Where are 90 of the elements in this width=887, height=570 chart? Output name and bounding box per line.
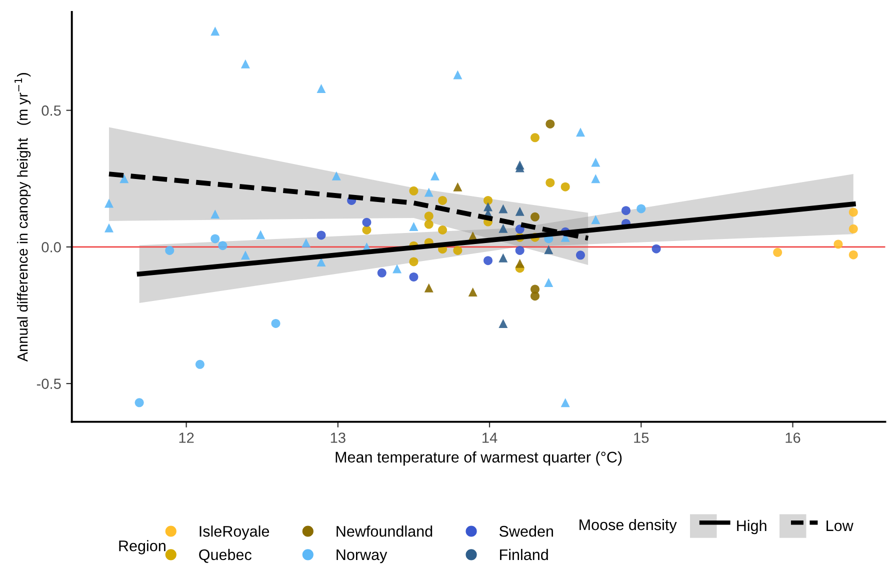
point: [362, 226, 372, 234]
point: [652, 244, 661, 254]
point: [468, 288, 478, 297]
x-tick-label: 15: [634, 432, 649, 443]
point: [636, 204, 646, 214]
point: [134, 398, 144, 408]
point: [210, 210, 220, 219]
point: [576, 250, 585, 260]
point: [271, 318, 280, 328]
point: [546, 119, 555, 128]
y-axis-title: Annual difference in canopy height (m yr$^{−1}$): [14, 73, 31, 362]
point: [530, 133, 540, 142]
point: [424, 220, 434, 229]
point: [424, 212, 434, 221]
legend-label: Norway: [336, 549, 388, 564]
point: [332, 171, 341, 180]
point: [424, 188, 434, 197]
point: [256, 230, 266, 240]
point: [240, 250, 250, 260]
point: [621, 206, 630, 216]
point: [104, 198, 114, 208]
point: [409, 222, 418, 231]
point: [560, 182, 570, 192]
point: [453, 70, 462, 80]
x-tick-label: 14: [482, 432, 498, 443]
point: [498, 224, 508, 233]
point: [498, 318, 508, 328]
point: [438, 196, 448, 205]
y-tick-label: -0.5: [36, 378, 61, 389]
point: [591, 158, 600, 167]
point: [530, 292, 540, 301]
point: [240, 59, 250, 68]
text: Region: [119, 540, 166, 554]
point: [576, 128, 585, 137]
legend-label: Newfoundland: [336, 526, 432, 537]
x-tick-label: 13: [330, 432, 346, 443]
point: [453, 246, 462, 255]
point: [104, 223, 114, 232]
point: [484, 256, 493, 266]
point: [392, 264, 402, 274]
y-tick-label: 0.5: [42, 105, 61, 116]
point: [409, 186, 418, 196]
legend-label: Quebec: [199, 548, 252, 563]
point: [773, 248, 782, 257]
legend-label: Sweden: [499, 526, 553, 537]
legend-label: IsleRoyale: [200, 526, 270, 540]
point: [195, 360, 204, 369]
point: [560, 398, 570, 408]
point: [530, 212, 540, 222]
y-tick-label: 0.0: [42, 242, 61, 252]
point: [515, 258, 524, 268]
point: [498, 204, 508, 214]
legend-label: Low: [826, 520, 854, 532]
point: [848, 208, 858, 217]
point: [424, 283, 434, 292]
x-tick-label: 12: [179, 432, 194, 443]
point: [302, 238, 311, 248]
text: Moose density: [580, 518, 677, 534]
point: [515, 163, 524, 172]
point: [484, 202, 493, 212]
point: [409, 272, 418, 282]
point: [484, 196, 493, 205]
point: [498, 253, 508, 262]
legend-label: High: [737, 520, 766, 534]
x-axis-title: Mean temperature of warmest quarter (°C): [336, 451, 622, 466]
point: [210, 26, 220, 36]
point: [377, 268, 386, 278]
point: [316, 230, 326, 240]
point: [591, 215, 600, 224]
point: [848, 224, 858, 234]
point: [430, 171, 440, 180]
point: [544, 278, 554, 287]
point: [515, 206, 524, 216]
legend-label: Finland: [500, 548, 548, 560]
point: [218, 241, 228, 250]
point: [515, 246, 524, 255]
point: [316, 84, 326, 93]
point: [591, 174, 600, 184]
point: [546, 178, 555, 188]
point: [848, 250, 858, 260]
point: [362, 218, 372, 227]
point: [120, 174, 129, 184]
point: [544, 245, 554, 254]
point: [834, 240, 843, 249]
point: [409, 257, 418, 266]
point: [438, 226, 448, 234]
x-tick-label: 16: [786, 432, 800, 443]
point: [453, 182, 462, 192]
point: [165, 246, 174, 255]
point: [210, 234, 220, 244]
